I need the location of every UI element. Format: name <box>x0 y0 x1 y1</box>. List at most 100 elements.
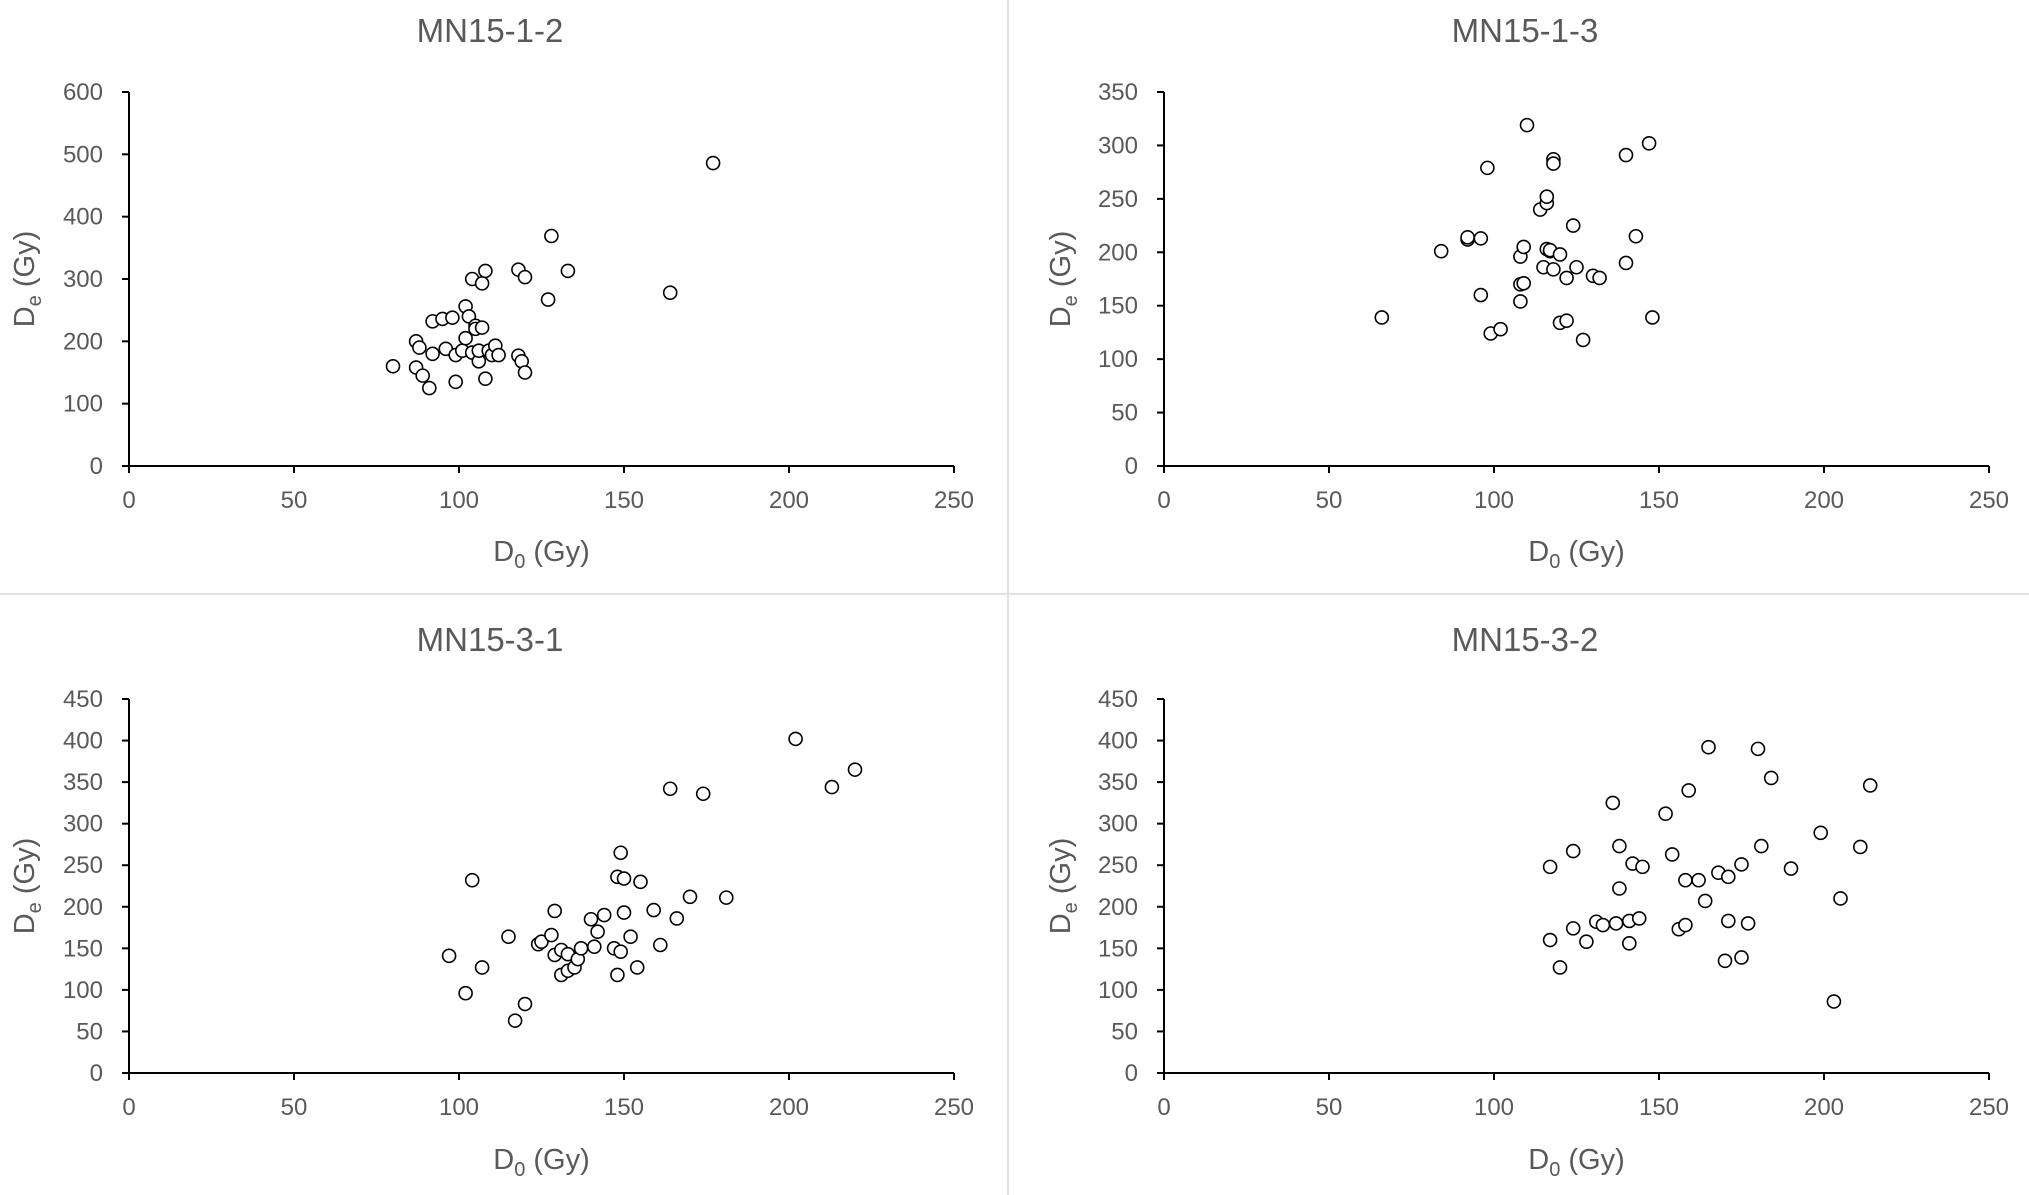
data-point <box>586 939 602 954</box>
x-axis-label-subscript: 0 <box>1549 551 1560 573</box>
data-point <box>1783 861 1799 876</box>
y-tick-label: 150 <box>1098 293 1138 320</box>
y-tick-label: 500 <box>63 141 103 168</box>
data-point <box>544 927 559 943</box>
data-point <box>441 948 457 964</box>
y-axis-label: De (Gy) <box>1045 838 1082 935</box>
x-tick-label: 100 <box>439 1094 479 1121</box>
data-point <box>1763 770 1779 786</box>
y-axis-label-main: D <box>1045 913 1077 934</box>
data-point <box>1473 231 1489 246</box>
data-point <box>1480 160 1495 176</box>
data-point <box>1612 838 1627 854</box>
data-point <box>646 902 662 918</box>
y-axis-label-main: D <box>1045 306 1077 327</box>
y-tick-label: 250 <box>1098 186 1138 213</box>
data-point <box>1721 869 1736 885</box>
x-axis-label-subscript: 0 <box>1549 1159 1560 1181</box>
data-point <box>573 941 589 956</box>
data-point <box>1833 891 1848 906</box>
data-point <box>1750 741 1766 757</box>
data-point <box>1754 838 1769 854</box>
y-tick-label: 100 <box>1098 346 1138 373</box>
data-point <box>464 872 480 888</box>
x-axis-label-main: D <box>1528 1144 1549 1176</box>
x-tick-label: 150 <box>1639 1094 1679 1121</box>
chart-title: MN15-1-2 <box>417 12 564 49</box>
chart-3: MN15-3-1 0 50 100 150 200 250 0 50 100 150 200 250 30… <box>9 621 974 1181</box>
data-point <box>1681 783 1696 798</box>
data-point <box>1605 795 1621 811</box>
data-point <box>1697 893 1713 909</box>
data-point <box>1691 872 1706 888</box>
data-point <box>613 845 629 861</box>
y-axis-label-unit: (Gy) <box>1045 231 1077 295</box>
x-tick-label: 150 <box>604 487 644 514</box>
y-tick-label: 350 <box>63 769 103 796</box>
data-point <box>1542 932 1558 948</box>
data-point <box>623 929 638 944</box>
data-point <box>425 346 440 362</box>
data-point <box>507 1013 523 1028</box>
data-point <box>1622 936 1637 951</box>
data-point <box>1740 916 1756 931</box>
y-axis-label-subscript: e <box>24 902 46 913</box>
data-point <box>1628 228 1644 244</box>
data-point <box>1559 313 1574 328</box>
y-tick-label: 400 <box>63 728 103 755</box>
data-point <box>662 285 678 301</box>
data-point <box>1862 778 1878 793</box>
y-axis-label: De (Gy) <box>9 838 46 935</box>
x-axis-label-unit: (Gy) <box>525 1144 589 1176</box>
y-tick-label: 0 <box>1125 453 1138 480</box>
data-point <box>1678 872 1693 888</box>
y-axis-label-unit: (Gy) <box>1045 838 1077 902</box>
data-point <box>1565 843 1581 859</box>
data-point <box>616 905 632 920</box>
x-tick-label: 200 <box>769 1094 809 1121</box>
data-point <box>501 929 516 944</box>
x-tick-label: 0 <box>1157 1094 1170 1121</box>
y-tick-label: 450 <box>63 686 103 713</box>
data-point <box>478 371 493 387</box>
data-point <box>448 374 464 390</box>
x-axis-label-main: D <box>493 536 514 568</box>
data-point <box>385 358 401 374</box>
x-axis-label-unit: (Gy) <box>525 536 589 568</box>
data-point <box>695 786 711 802</box>
y-tick-label: 50 <box>1111 1018 1138 1045</box>
data-point <box>610 967 625 983</box>
y-tick-label: 300 <box>1098 811 1138 838</box>
y-tick-label: 350 <box>1098 79 1138 106</box>
y-tick-label: 450 <box>1098 686 1138 713</box>
data-point <box>1546 262 1561 277</box>
data-point <box>1618 255 1634 271</box>
data-point <box>1579 934 1594 949</box>
y-axis-label-main: D <box>9 913 41 934</box>
data-point <box>1641 135 1657 151</box>
y-tick-label: 0 <box>90 1060 103 1087</box>
y-axis-label: De (Gy) <box>9 231 46 328</box>
y-tick-label: 100 <box>1098 977 1138 1004</box>
y-tick-label: 150 <box>1098 935 1138 962</box>
y-axis-label-main: D <box>9 306 41 327</box>
y-axis-label-unit: (Gy) <box>9 231 41 295</box>
data-point <box>1552 960 1568 975</box>
data-point <box>616 871 632 886</box>
data-point <box>1516 275 1531 291</box>
x-tick-label: 50 <box>281 487 308 514</box>
data-point <box>445 310 460 325</box>
x-tick-label: 250 <box>1969 1094 2009 1121</box>
data-point <box>788 731 803 747</box>
y-tick-label: 250 <box>1098 852 1138 879</box>
data-point <box>1734 857 1749 872</box>
y-tick-label: 100 <box>63 977 103 1004</box>
data-point <box>547 903 563 919</box>
data-point <box>1658 806 1673 821</box>
data-point <box>1612 881 1627 896</box>
data-point <box>474 320 490 335</box>
data-point <box>544 228 559 244</box>
y-tick-label: 400 <box>1098 728 1138 755</box>
y-tick-label: 300 <box>63 811 103 838</box>
